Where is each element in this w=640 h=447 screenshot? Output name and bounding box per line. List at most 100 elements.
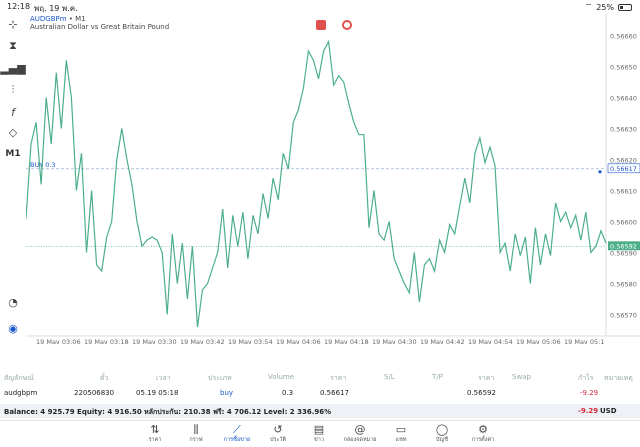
x-tick-label: 19 May 04:54 — [468, 338, 513, 344]
order-marker — [598, 170, 602, 174]
y-tick-label: 0.56650 — [610, 64, 637, 72]
balance-summary: Balance: 4 925.79 Equity: 4 916.50 หลักป… — [4, 408, 332, 416]
timeframe-button[interactable]: M1 — [5, 149, 21, 159]
x-tick-label: 19 May 04:18 — [324, 338, 369, 344]
x-tick-label: 19 May 03:06 — [36, 338, 81, 344]
tab-history[interactable]: ↺ ประวัติ — [261, 423, 295, 447]
entry-price-box — [607, 163, 640, 174]
balance-currency: USD — [600, 407, 617, 415]
x-tick-label: 19 May 04:06 — [276, 338, 321, 344]
tab-trade[interactable]: ⟋ การซื้อขาย — [220, 423, 254, 447]
status-bar: 12:18 พฤ. 19 พ.ค. ⌔ 25% — [0, 0, 640, 14]
y-tick-label: 0.56640 — [610, 95, 637, 103]
quotes-icon: ⇅ — [150, 423, 160, 436]
tab-quotes[interactable]: ⇅ ราคา — [138, 423, 172, 447]
entry-price-label: 0.56617 — [610, 165, 637, 173]
column-header: ประเภท — [208, 374, 232, 382]
tab-label: กล่องจดหมาย — [343, 437, 377, 443]
column-header: กำไร — [578, 374, 594, 382]
column-header: Volume — [268, 373, 295, 381]
news-icon: ▤ — [313, 423, 325, 436]
symbol-description: Australian Dollar vs Great Britain Pound — [30, 23, 170, 31]
tab-chart-candles[interactable]: ⫼ กราฟ — [179, 423, 213, 447]
column-header: ราคา — [330, 374, 347, 382]
tab-label: กราฟ — [189, 437, 203, 443]
settings-icon: ⚙ — [478, 423, 488, 436]
position-current-price: 0.56592 — [467, 389, 496, 397]
tab-mailbox[interactable]: @ กล่องจดหมาย — [343, 423, 377, 447]
tab-label: ประวัติ — [269, 437, 287, 443]
position-type: buy — [220, 389, 234, 397]
y-tick-label: 0.56590 — [610, 250, 637, 258]
position-row[interactable]: audgbpm 220506830 05.19 05:18 buy 0.3 0.… — [0, 389, 640, 401]
chart-candles-icon: ⫼ — [193, 423, 199, 436]
app-logo-icon[interactable]: ◉ — [8, 321, 18, 335]
tab-label: บัญชี — [436, 437, 448, 443]
wifi-icon: ⌔ — [584, 2, 593, 11]
column-header: หมายเหตุ — [604, 374, 633, 382]
shapes-icon[interactable]: ◇ — [8, 125, 18, 139]
tab-label: ราคา — [148, 437, 162, 443]
trade-icon: ⟋ — [233, 423, 241, 436]
tab-label: การซื้อขาย — [223, 437, 251, 443]
y-tick-label: 0.56600 — [610, 219, 637, 227]
chart-type-icon[interactable]: ⧗ — [9, 39, 17, 52]
function-icon[interactable]: f — [11, 105, 15, 119]
balance-bar: Balance: 4 925.79 Equity: 4 916.50 หลักป… — [0, 404, 640, 418]
position-open-price: 0.56617 — [320, 389, 349, 397]
balance-profit: -9.29 — [578, 407, 599, 415]
chart-symbol: AUDGBPm • M1 — [30, 15, 86, 23]
positions-header: สัญลักษณ์ ตั๋ว เวลา ประเภท Volume ราคา S/L T/P ร… — [0, 373, 640, 385]
bottom-tab-bar: ⇅ ราคา ⫼ กราฟ ⟋ การซื้อขาย ↺ ประวัติ ▤ ข่าว @ กล่อง… — [0, 420, 640, 447]
status-date: พฤ. 19 พ.ค. — [34, 4, 78, 13]
column-header: ราคา — [478, 374, 495, 382]
status-time: 12:18 — [7, 2, 31, 11]
column-header: Swap — [512, 373, 531, 381]
objects-icon[interactable]: ⫶ — [11, 83, 15, 96]
history-icon: ↺ — [273, 423, 283, 436]
tab-news[interactable]: ▤ ข่าว — [302, 423, 336, 447]
tab-label: แชท — [395, 437, 407, 443]
symbol-name: AUDGBPm — [30, 15, 67, 23]
column-header: S/L — [384, 373, 395, 381]
price-line — [26, 39, 607, 327]
y-tick-label: 0.56630 — [610, 126, 637, 134]
bid-price-box — [608, 241, 640, 251]
speedometer-icon[interactable]: ◔ — [8, 295, 18, 309]
position-time: 05.19 05:18 — [136, 389, 179, 397]
one-click-icon[interactable] — [342, 20, 352, 30]
tab-chat[interactable]: ▭ แชท — [384, 423, 418, 447]
tab-settings[interactable]: ⚙ การตั้งค่า — [466, 423, 500, 447]
x-tick-label: 19 May 03:30 — [132, 338, 177, 344]
tab-label: ข่าว — [314, 437, 324, 443]
y-tick-label: 0.56660 — [610, 33, 637, 41]
x-tick-label: 19 May 03:54 — [228, 338, 273, 344]
battery-icon — [618, 3, 632, 11]
position-profit: -9.29 — [580, 389, 599, 397]
column-header: T/P — [432, 373, 443, 381]
column-header: เวลา — [156, 374, 171, 382]
tab-account[interactable]: ◯ บัญชี — [425, 423, 459, 447]
tab-label: การตั้งค่า — [471, 437, 495, 443]
position-volume: 0.3 — [282, 389, 294, 397]
chart-tools: ⊹ ⧗ ▂▄▆ ⫶ f ◇ M1 ◔ ◉ — [0, 14, 26, 344]
x-tick-label: 19 May 05:1 — [564, 338, 604, 344]
position-symbol: audgbpm — [4, 389, 38, 397]
indicators-icon[interactable]: ▂▄▆ — [0, 61, 26, 75]
battery-percent: 25% — [596, 2, 614, 12]
y-tick-label: 0.56620 — [610, 157, 637, 165]
crosshair-icon[interactable]: ⊹ — [8, 17, 18, 31]
position-ticket: 220506830 — [74, 389, 115, 397]
sell-quick-icon[interactable] — [316, 20, 326, 30]
bid-price-label: 0.56592 — [610, 242, 637, 250]
x-tick-label: 19 May 04:30 — [372, 338, 417, 344]
y-tick-label: 0.56610 — [610, 188, 637, 196]
x-tick-label: 19 May 04:42 — [420, 338, 465, 344]
column-header: ตั๋ว — [100, 374, 109, 382]
account-icon: ◯ — [435, 423, 449, 436]
symbol-timeframe: M1 — [75, 15, 86, 23]
price-chart[interactable]: AUDGBPm • M1 Australian Dollar vs Great … — [26, 14, 640, 344]
column-header: สัญลักษณ์ — [4, 374, 34, 382]
chart-canvas: 0.566600.566500.566400.566300.566200.566… — [26, 14, 640, 344]
chat-icon: ▭ — [395, 423, 407, 436]
